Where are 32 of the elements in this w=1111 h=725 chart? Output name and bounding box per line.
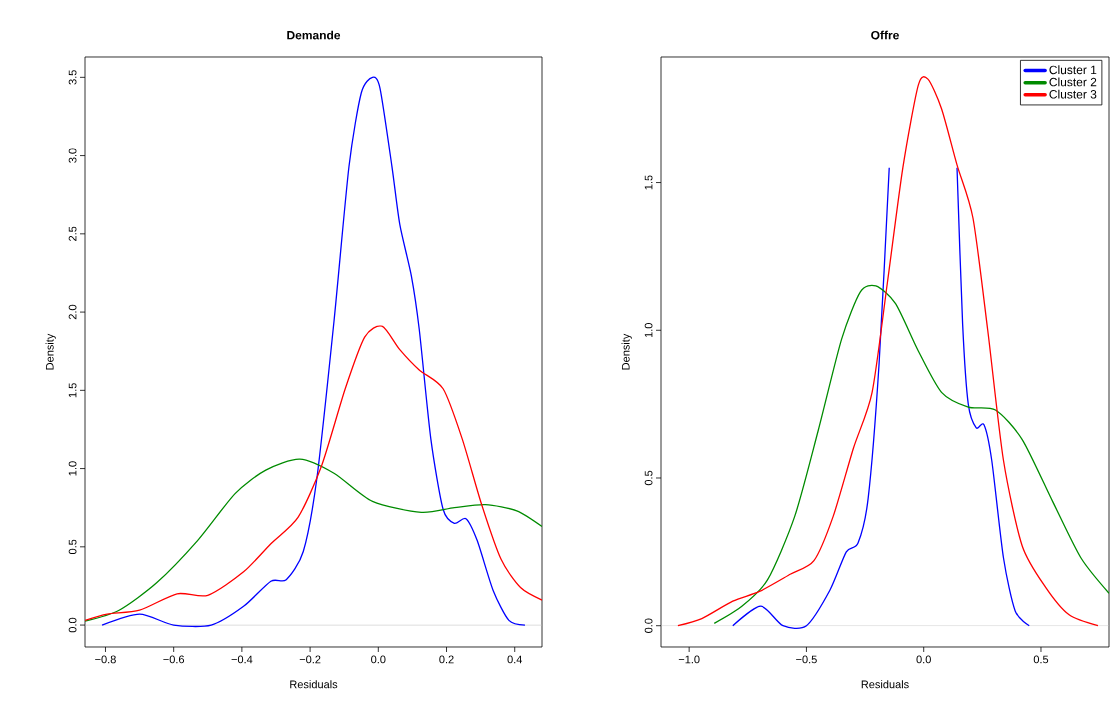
y-tick-label: 2.0: [68, 304, 77, 320]
y-tick-label: 1.0: [644, 323, 653, 338]
legend-label: Cluster 3: [1049, 89, 1097, 99]
legend-label: Cluster 2: [1049, 77, 1097, 87]
y-tick-label: 1.5: [68, 383, 77, 398]
y-tick-label: 3.0: [68, 148, 77, 163]
y-tick-label: 0.5: [644, 470, 653, 486]
chart-title: Offre: [871, 30, 899, 40]
x-axis-title: Residuals: [861, 680, 909, 689]
y-tick-label: 0.0: [644, 618, 653, 633]
y-tick-label: 1.0: [68, 461, 77, 476]
x-tick-label: −0.2: [299, 655, 321, 664]
x-tick-label: 0.0: [371, 655, 386, 664]
y-tick-label: 0.5: [68, 539, 77, 555]
x-tick-label: −0.6: [163, 655, 185, 664]
y-tick-label: 3.5: [68, 70, 77, 85]
y-tick-label: 2.5: [68, 226, 77, 241]
x-tick-label: −0.8: [95, 655, 116, 664]
y-axis-title: Density: [621, 333, 632, 370]
x-tick-label: 0.0: [916, 655, 931, 664]
y-tick-label: 0.0: [68, 617, 77, 633]
x-tick-label: 0.4: [507, 655, 523, 664]
x-tick-label: 0.2: [439, 655, 454, 664]
x-tick-label: −0.4: [231, 655, 253, 664]
x-axis-title: Residuals: [290, 680, 338, 689]
x-tick-label: −0.5: [796, 655, 817, 664]
y-tick-label: 1.5: [644, 175, 653, 190]
x-tick-label: 0.5: [1033, 655, 1049, 664]
chart-title: Demande: [287, 30, 341, 40]
x-tick-label: −1.0: [678, 655, 700, 664]
y-axis-title: Density: [45, 333, 56, 370]
legend-label: Cluster 1: [1049, 65, 1097, 75]
